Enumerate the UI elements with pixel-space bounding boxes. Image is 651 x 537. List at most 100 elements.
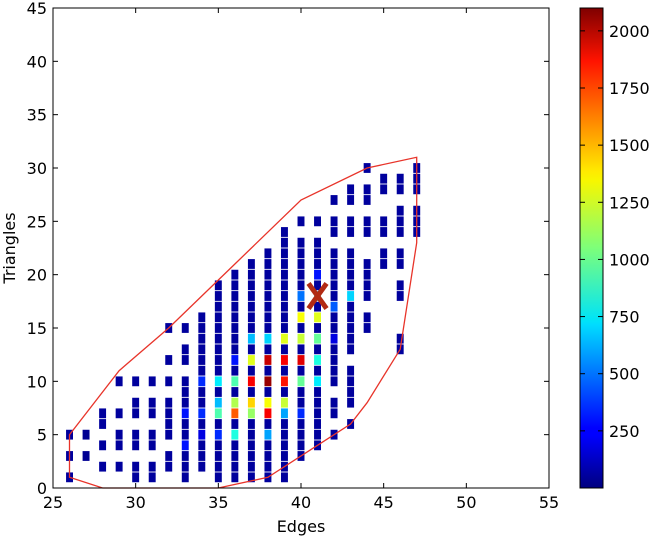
heatmap-cell bbox=[347, 269, 355, 280]
heatmap-cell bbox=[148, 397, 156, 408]
heatmap-cell bbox=[330, 355, 338, 365]
heatmap-cell bbox=[297, 440, 305, 451]
heatmap-cell bbox=[148, 429, 156, 440]
heatmap-cell bbox=[165, 376, 173, 387]
heatmap-cell bbox=[297, 376, 305, 387]
heatmap-cell bbox=[198, 344, 206, 355]
heatmap-cell bbox=[231, 301, 239, 312]
heatmap-cell bbox=[165, 419, 173, 429]
colorbar-tick-label: 1750 bbox=[609, 79, 650, 98]
y-tick-label: 25 bbox=[27, 212, 47, 231]
heatmap-cell bbox=[380, 227, 388, 237]
heatmap-cell bbox=[99, 408, 107, 419]
heatmap-cell bbox=[396, 205, 404, 216]
heatmap-cell bbox=[297, 280, 305, 291]
heatmap-cell bbox=[330, 248, 338, 259]
heatmap-cell bbox=[363, 259, 371, 269]
heatmap-cell bbox=[148, 472, 156, 483]
heatmap-cell bbox=[347, 184, 355, 195]
heatmap-cell bbox=[330, 216, 338, 227]
heatmap-cell bbox=[347, 248, 355, 259]
x-tick-label: 55 bbox=[539, 493, 559, 512]
heatmap-cell bbox=[297, 419, 305, 429]
heatmap-cell bbox=[231, 280, 239, 291]
heatmap-cell bbox=[280, 248, 288, 259]
x-tick-label: 45 bbox=[373, 493, 393, 512]
heatmap-cell bbox=[297, 291, 305, 301]
heatmap-cell bbox=[198, 461, 206, 472]
heatmap-cell bbox=[99, 419, 107, 429]
heatmap-cell bbox=[396, 216, 404, 227]
heatmap-cell bbox=[165, 429, 173, 440]
y-tick-label: 20 bbox=[27, 266, 47, 285]
heatmap-cell bbox=[264, 280, 272, 291]
heatmap-cell bbox=[330, 280, 338, 291]
heatmap-cell bbox=[198, 397, 206, 408]
heatmap-cell bbox=[231, 408, 239, 419]
heatmap-cell bbox=[297, 301, 305, 312]
heatmap-cell bbox=[297, 259, 305, 269]
heatmap-cell bbox=[115, 376, 123, 387]
heatmap-cell bbox=[330, 376, 338, 387]
colorbar-tick-label: 1250 bbox=[609, 193, 650, 212]
plot-area bbox=[53, 8, 549, 488]
heatmap-cell bbox=[231, 344, 239, 355]
heatmap-cell bbox=[280, 323, 288, 333]
heatmap-cell bbox=[297, 237, 305, 248]
heatmap-cell bbox=[214, 397, 222, 408]
convex-hull bbox=[68, 156, 418, 489]
heatmap-cell bbox=[280, 344, 288, 355]
heatmap-cell bbox=[181, 419, 189, 429]
heatmap-cell bbox=[181, 323, 189, 333]
heatmap-cell bbox=[396, 259, 404, 269]
heatmap-cell bbox=[264, 269, 272, 280]
y-tick-label: 35 bbox=[27, 106, 47, 125]
heatmap-cell bbox=[264, 301, 272, 312]
heatmap-cell bbox=[347, 280, 355, 291]
heatmap-cell bbox=[280, 451, 288, 461]
heatmap-cell bbox=[181, 451, 189, 461]
heatmap-cell bbox=[132, 440, 140, 451]
heatmap-cell bbox=[297, 408, 305, 419]
heatmap-cell bbox=[247, 440, 255, 451]
heatmap-cell bbox=[330, 269, 338, 280]
heatmap-cell bbox=[297, 269, 305, 280]
heatmap-cell bbox=[314, 259, 321, 269]
heatmap-cell bbox=[247, 355, 255, 365]
heatmap-cell bbox=[330, 323, 338, 333]
colorbar-tick-label: 1500 bbox=[609, 136, 650, 155]
heatmap-cell bbox=[380, 173, 388, 184]
heatmap-cell bbox=[297, 429, 305, 440]
heatmap-cell bbox=[198, 451, 206, 461]
heatmap-cell bbox=[280, 365, 288, 376]
x-tick-label: 35 bbox=[208, 493, 228, 512]
heatmap-cell bbox=[297, 333, 305, 344]
heatmap-cell bbox=[314, 237, 321, 248]
heatmap-cell bbox=[165, 408, 173, 419]
heatmap-cell bbox=[231, 461, 239, 472]
heatmap-cell bbox=[214, 344, 222, 355]
heatmap-cell bbox=[280, 301, 288, 312]
colorbar-tick-label: 250 bbox=[609, 422, 640, 441]
heatmap-cell bbox=[181, 387, 189, 397]
heatmap-cell bbox=[280, 259, 288, 269]
heatmap-cell bbox=[231, 451, 239, 461]
heatmap-cell bbox=[347, 301, 355, 312]
heatmap-cell bbox=[181, 376, 189, 387]
heatmap-cell bbox=[264, 259, 272, 269]
heatmap-cell bbox=[280, 269, 288, 280]
heatmap-cell bbox=[314, 280, 321, 291]
heatmap-cell bbox=[247, 280, 255, 291]
heatmap-cell bbox=[214, 461, 222, 472]
colorbar-tick-label: 1000 bbox=[609, 250, 650, 269]
heatmap-cell bbox=[396, 280, 404, 291]
heatmap-cell bbox=[247, 365, 255, 376]
x-tick-label: 30 bbox=[125, 493, 145, 512]
heatmap-cell bbox=[247, 376, 255, 387]
heatmap-cell bbox=[247, 429, 255, 440]
heatmap-cell bbox=[115, 440, 123, 451]
heatmap-cell bbox=[330, 408, 338, 419]
colorbar-axis: 250 500 750 1000 1250 1500 1750 2000 bbox=[580, 22, 650, 441]
heatmap-cell bbox=[330, 227, 338, 237]
heatmap-cell bbox=[363, 280, 371, 291]
